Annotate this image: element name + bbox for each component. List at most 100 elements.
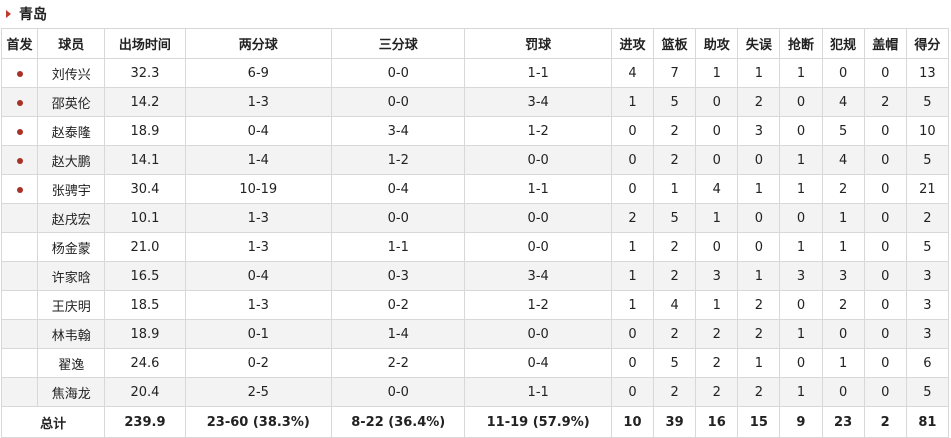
stat-assist: 4 <box>695 174 739 204</box>
stat-minutes: 14.2 <box>104 87 186 117</box>
stat-block: 0 <box>863 261 907 291</box>
stat-block: 0 <box>863 174 907 204</box>
totals-label: 总计 <box>0 406 106 438</box>
stat-free-throw: 1-2 <box>464 290 612 320</box>
stat-offensive-rebound: 1 <box>610 87 655 117</box>
stat-foul: 0 <box>821 58 865 88</box>
totals-rebound: 39 <box>653 406 697 438</box>
stat-offensive-rebound: 1 <box>610 232 655 262</box>
stat-points: 10 <box>905 116 950 146</box>
player-row: 焦海龙 20.4 2-5 0-0 1-1 0 2 2 2 1 0 0 5 <box>0 377 950 407</box>
stat-block: 0 <box>863 145 907 175</box>
stat-foul: 1 <box>821 203 865 233</box>
stat-two-pt: 1-3 <box>184 203 333 233</box>
stat-turnover: 2 <box>737 87 781 117</box>
stat-free-throw: 1-2 <box>464 116 612 146</box>
stat-rebound: 2 <box>653 319 697 349</box>
stat-turnover: 1 <box>737 261 781 291</box>
stat-rebound: 2 <box>653 116 697 146</box>
totals-free-throw: 11-19 (57.9%) <box>464 406 612 438</box>
stat-minutes: 21.0 <box>104 232 186 262</box>
starter-dot-icon <box>16 128 23 135</box>
col-header-two-pt: 两分球 <box>184 28 333 59</box>
stat-offensive-rebound: 0 <box>610 116 655 146</box>
totals-steal: 9 <box>779 406 823 438</box>
stat-two-pt: 1-3 <box>184 87 333 117</box>
stat-steal: 1 <box>779 174 823 204</box>
stat-three-pt: 1-4 <box>331 319 466 349</box>
player-row: 林韦翰 18.9 0-1 1-4 0-0 0 2 2 2 1 0 0 3 <box>0 319 950 349</box>
stat-foul: 5 <box>821 116 865 146</box>
stat-free-throw: 0-0 <box>464 203 612 233</box>
stat-two-pt: 0-4 <box>184 261 333 291</box>
col-header-starter: 首发 <box>0 28 39 59</box>
stat-foul: 1 <box>821 232 865 262</box>
stat-assist: 1 <box>695 203 739 233</box>
col-header-minutes: 出场时间 <box>104 28 186 59</box>
stat-two-pt: 6-9 <box>184 58 333 88</box>
col-header-foul: 犯规 <box>821 28 865 59</box>
stat-minutes: 20.4 <box>104 377 186 407</box>
stat-offensive-rebound: 1 <box>610 290 655 320</box>
stat-turnover: 2 <box>737 319 781 349</box>
stat-three-pt: 1-1 <box>331 232 466 262</box>
stat-two-pt: 0-4 <box>184 116 333 146</box>
starter-dot-icon <box>16 157 23 164</box>
stat-turnover: 1 <box>737 348 781 378</box>
stat-steal: 0 <box>779 116 823 146</box>
stat-steal: 1 <box>779 377 823 407</box>
stat-block: 0 <box>863 290 907 320</box>
starter-cell <box>0 87 39 117</box>
stat-steal: 1 <box>779 319 823 349</box>
triangle-bullet-icon <box>6 10 11 18</box>
player-row: 翟逸 24.6 0-2 2-2 0-4 0 5 2 1 0 1 0 6 <box>0 348 950 378</box>
stat-steal: 0 <box>779 290 823 320</box>
stat-minutes: 18.9 <box>104 319 186 349</box>
totals-row: 总计 239.9 23-60 (38.3%) 8-22 (36.4%) 11-1… <box>0 406 950 438</box>
stat-three-pt: 3-4 <box>331 116 466 146</box>
stat-minutes: 18.9 <box>104 116 186 146</box>
team-header: 青岛 <box>0 0 951 28</box>
starter-cell <box>0 232 39 262</box>
stat-rebound: 5 <box>653 203 697 233</box>
stat-free-throw: 0-0 <box>464 145 612 175</box>
player-row: 赵戌宏 10.1 1-3 0-0 0-0 2 5 1 0 0 1 0 2 <box>0 203 950 233</box>
player-name: 许家晗 <box>37 261 106 291</box>
stat-rebound: 2 <box>653 232 697 262</box>
stat-free-throw: 1-1 <box>464 377 612 407</box>
starter-cell <box>0 261 39 291</box>
starter-cell <box>0 348 39 378</box>
stat-minutes: 16.5 <box>104 261 186 291</box>
player-row: 刘传兴 32.3 6-9 0-0 1-1 4 7 1 1 1 0 0 13 <box>0 58 950 88</box>
stat-block: 0 <box>863 319 907 349</box>
stat-offensive-rebound: 0 <box>610 319 655 349</box>
stat-rebound: 5 <box>653 348 697 378</box>
stat-offensive-rebound: 0 <box>610 174 655 204</box>
stat-three-pt: 0-4 <box>331 174 466 204</box>
stat-free-throw: 1-1 <box>464 58 612 88</box>
stat-steal: 0 <box>779 348 823 378</box>
totals-turnover: 15 <box>737 406 781 438</box>
stat-minutes: 24.6 <box>104 348 186 378</box>
player-row: 王庆明 18.5 1-3 0-2 1-2 1 4 1 2 0 2 0 3 <box>0 290 950 320</box>
stat-free-throw: 0-4 <box>464 348 612 378</box>
starter-cell <box>0 290 39 320</box>
stat-two-pt: 1-3 <box>184 290 333 320</box>
stat-offensive-rebound: 0 <box>610 377 655 407</box>
stat-minutes: 14.1 <box>104 145 186 175</box>
stat-foul: 4 <box>821 87 865 117</box>
player-name: 赵大鹏 <box>37 145 106 175</box>
player-name: 林韦翰 <box>37 319 106 349</box>
stat-three-pt: 0-3 <box>331 261 466 291</box>
stat-steal: 1 <box>779 58 823 88</box>
col-header-block: 盖帽 <box>863 28 907 59</box>
player-name: 翟逸 <box>37 348 106 378</box>
stat-block: 0 <box>863 377 907 407</box>
col-header-three-pt: 三分球 <box>331 28 466 59</box>
stat-steal: 3 <box>779 261 823 291</box>
stat-three-pt: 0-0 <box>331 377 466 407</box>
stat-points: 5 <box>905 87 950 117</box>
col-header-free-throw: 罚球 <box>464 28 612 59</box>
player-name: 刘传兴 <box>37 58 106 88</box>
stat-assist: 0 <box>695 116 739 146</box>
